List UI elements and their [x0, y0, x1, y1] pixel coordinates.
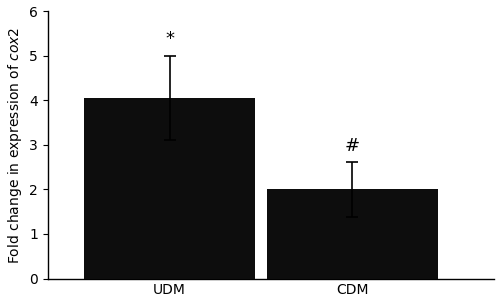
Bar: [267, 189, 438, 278]
Y-axis label: Fold change in expression of $\mathit{cox2}$: Fold change in expression of $\mathit{co…: [6, 26, 24, 264]
Text: #: #: [344, 137, 360, 155]
Text: *: *: [165, 30, 174, 48]
Bar: [84, 98, 255, 278]
